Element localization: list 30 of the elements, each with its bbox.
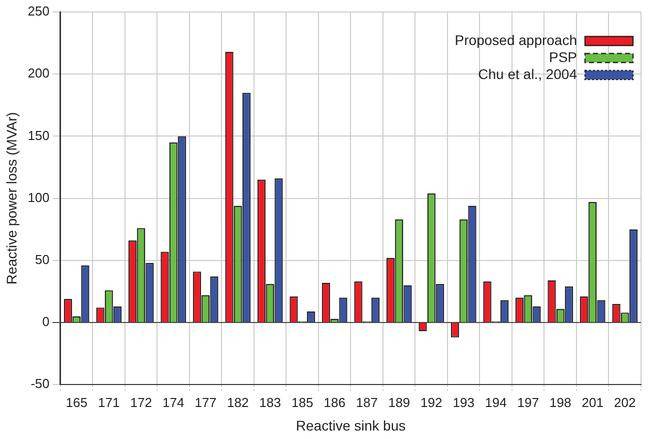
x-tick-label: 177	[194, 394, 216, 410]
y-tick-label: 200	[28, 66, 50, 81]
x-tick-label: 189	[388, 394, 410, 410]
legend-label: Proposed approach	[454, 32, 577, 48]
y-tick-label: 150	[28, 128, 50, 143]
y-tick-label: 100	[28, 190, 50, 205]
x-tick-label: 198	[550, 394, 572, 410]
legend-label: Chu et al., 2004	[478, 66, 578, 82]
y-tick-label: 250	[28, 4, 50, 19]
y-tick-label: 50	[35, 252, 50, 267]
x-tick-label: 197	[517, 394, 539, 410]
x-tick-label: 165	[66, 394, 88, 410]
x-tick-label: 185	[292, 394, 314, 410]
x-tick-label: 194	[485, 394, 507, 410]
x-tick-label: 201	[582, 394, 604, 410]
x-tick-label: 182	[227, 394, 249, 410]
y-axis-title: Reactive power loss (MVAr)	[3, 112, 20, 285]
x-axis-title: Reactive sink bus	[296, 417, 406, 434]
x-tick-label: 193	[452, 394, 474, 410]
x-tick-label: 186	[324, 394, 346, 410]
x-tick-label: 192	[420, 394, 442, 410]
x-tick-label: 183	[259, 394, 281, 410]
x-tick-label: 174	[162, 394, 184, 410]
x-tick-label: 187	[356, 394, 378, 410]
y-tick-label: 0	[42, 314, 50, 330]
legend-label: PSP	[548, 48, 577, 65]
x-tick-label: 172	[130, 394, 152, 410]
y-tick-label: -50	[30, 376, 50, 392]
x-tick-label: 171	[98, 394, 120, 410]
x-tick-label: 202	[614, 394, 636, 410]
